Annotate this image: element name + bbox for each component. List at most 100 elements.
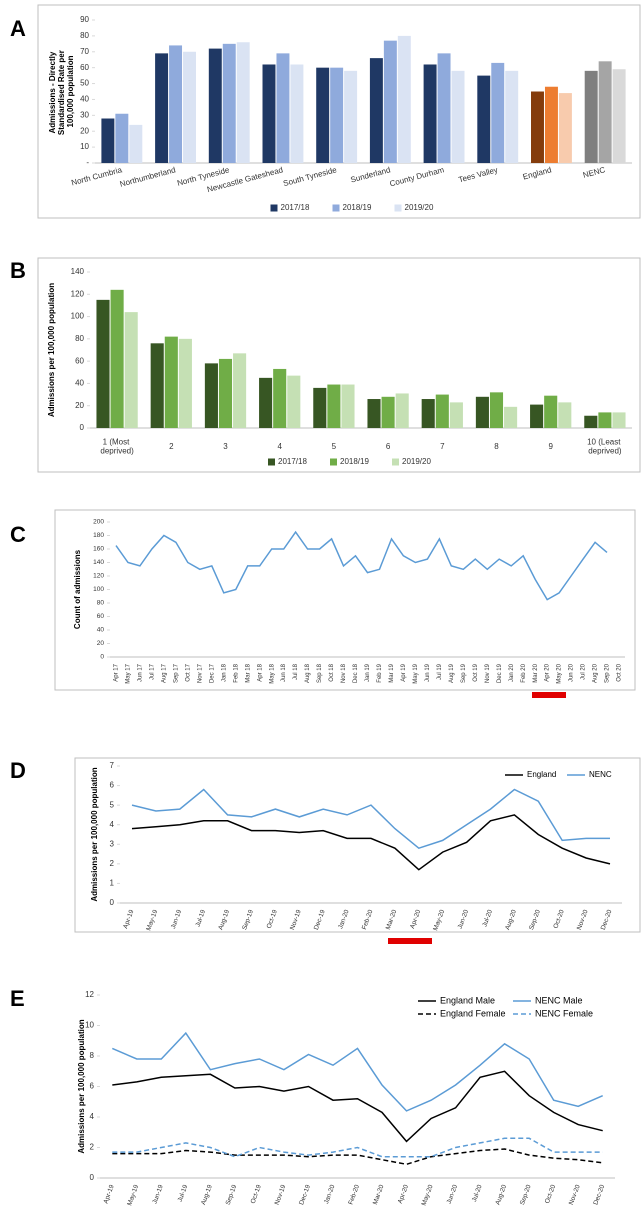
x-tick-label: Jan-20: [323, 1184, 337, 1205]
x-tick-label: Dec 17: [209, 663, 215, 683]
y-tick-label: 120: [71, 289, 85, 298]
x-tick-label: Sep-19: [241, 909, 255, 931]
x-tick-label: Apr 18: [257, 663, 263, 681]
bar: [504, 406, 518, 428]
bar: [330, 67, 344, 163]
y-axis-label: Count of admissions: [73, 549, 82, 629]
x-tick-label: Sep 17: [173, 663, 179, 683]
x-tick-label: 9: [548, 442, 553, 451]
bar: [612, 69, 626, 163]
x-tick-label: Feb-20: [347, 1184, 361, 1206]
bar: [475, 396, 489, 428]
panel: E 0 2 4 6 8 10 12 Admissions per 100,000 populat…: [10, 986, 615, 1207]
bar: [369, 58, 383, 164]
panel-frame: [54, 509, 636, 691]
x-tick-label: Oct 17: [185, 663, 191, 681]
legend-label: 2018/19: [340, 457, 369, 466]
x-tick-label: 2: [169, 442, 174, 451]
bar: [218, 358, 233, 428]
x-tick-label: Dec-19: [313, 909, 327, 931]
x-tick-label: NENC: [582, 165, 606, 180]
bar: [505, 70, 519, 163]
x-tick-label: Aug 20: [593, 663, 599, 683]
bar: [598, 61, 612, 163]
x-tick-label: Sep-20: [519, 1184, 533, 1206]
legend-swatch: [392, 458, 399, 466]
x-tick-label: Apr-20: [397, 1184, 410, 1205]
bar: [287, 375, 301, 428]
y-tick-label: 200: [93, 519, 104, 526]
bar: [544, 395, 558, 428]
y-tick-label: 100: [93, 586, 104, 593]
x-tick-label: Sep 18: [317, 663, 323, 683]
bar: [423, 64, 437, 163]
y-tick-label: 140: [71, 267, 85, 276]
x-tick-label: Aug-19: [200, 1184, 214, 1206]
line: [112, 1137, 603, 1158]
x-tick-label: Oct-19: [266, 909, 279, 930]
y-tick-label: 100: [71, 312, 85, 321]
x-tick-label: Sep 19: [461, 663, 467, 683]
line: [112, 1070, 603, 1143]
line: [131, 814, 611, 871]
bar: [477, 75, 491, 163]
x-tick-label: Apr-20: [409, 909, 422, 930]
x-tick-label: Jun 19: [425, 663, 431, 682]
bar: [437, 53, 451, 163]
y-tick-label: 60: [80, 63, 89, 72]
x-tick-label: Jul-20: [481, 909, 494, 928]
y-tick-label: 20: [97, 640, 105, 647]
x-tick-label: Aug-19: [217, 909, 231, 931]
panel-letter: A: [10, 16, 26, 41]
bar: [381, 396, 395, 428]
bar: [435, 394, 449, 428]
bar: [155, 53, 169, 163]
bar: [489, 392, 504, 428]
y-tick-label: 6: [90, 1082, 95, 1091]
x-tick-label: Aug 17: [161, 663, 167, 683]
x-tick-label: Mar-20: [372, 1184, 386, 1206]
x-tick-label: Aug-20: [504, 909, 518, 931]
x-tick-label: Sunderland: [350, 165, 392, 184]
x-tick-label: England: [522, 165, 553, 181]
x-tick-label: Dec 18: [353, 663, 359, 683]
bar: [558, 93, 572, 163]
bar: [367, 399, 381, 428]
x-tick-label: Dec-19: [298, 1184, 312, 1206]
bar: [233, 353, 247, 428]
bar: [150, 343, 164, 428]
bar: [327, 384, 341, 428]
bar: [530, 404, 544, 428]
x-tick-label: Oct 18: [329, 663, 335, 681]
y-tick-label: 3: [110, 839, 115, 848]
x-tick-label: Nov 17: [197, 663, 203, 683]
y-tick-label: 40: [80, 95, 89, 104]
x-tick-label: Jul-20: [471, 1184, 484, 1203]
y-tick-label: 2: [90, 1143, 95, 1152]
x-tick-label: Sep 20: [605, 663, 611, 683]
y-tick-label: 1: [110, 879, 115, 888]
x-tick-label: Mar 20: [533, 663, 539, 682]
bar: [397, 35, 411, 164]
bar: [584, 70, 598, 163]
bar: [101, 118, 115, 163]
y-tick-label: 10: [85, 1021, 94, 1030]
bar: [341, 384, 355, 428]
x-tick-label: Oct-20: [552, 909, 565, 930]
x-tick-label: May-20: [421, 1184, 435, 1207]
y-tick-label: 0: [80, 423, 85, 432]
x-tick-label: Feb-20: [361, 909, 375, 931]
legend-swatch: [270, 204, 278, 212]
x-tick-label: North Cumbria: [70, 165, 123, 187]
bar: [236, 42, 250, 163]
x-tick-label: Nov-20: [568, 1184, 582, 1206]
legend-label: 2017/18: [281, 203, 310, 212]
panel: B 0 20 40 60 80 100 120 140 Admissions per 100,00…: [10, 257, 641, 473]
y-tick-label: 40: [97, 627, 105, 634]
x-tick-label: Jan 19: [365, 663, 371, 682]
y-tick-label: 60: [97, 613, 105, 620]
panel-letter: C: [10, 522, 26, 547]
highlight-bar: [388, 938, 432, 944]
panel: D 0 1 2 3 4 5 6 7 Admissions per 100,000 populati…: [10, 757, 641, 944]
